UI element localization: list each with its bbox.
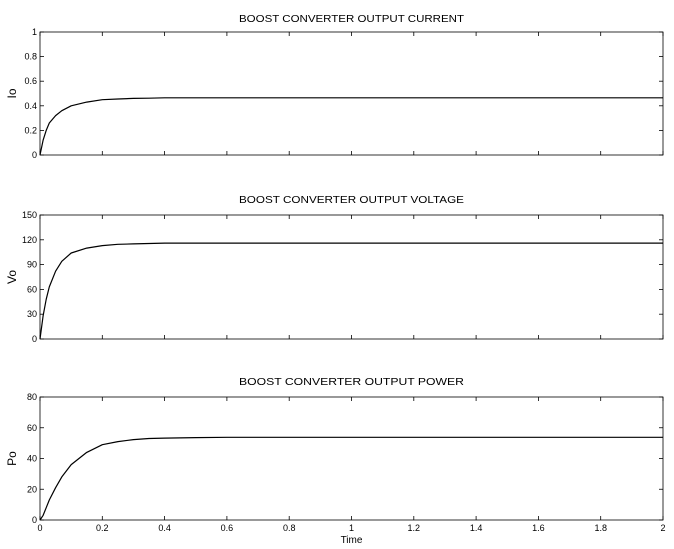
subplot-1: BOOST CONVERTER OUTPUT CURRENT 0 0.2 0.4 0.6… bbox=[5, 13, 664, 160]
x-axis-label: Time bbox=[341, 535, 363, 546]
y-tick-label: 60 bbox=[27, 284, 37, 294]
series-line bbox=[39, 97, 663, 156]
y-tick-label: 0 bbox=[32, 150, 37, 160]
y-axis-label: Io bbox=[5, 88, 19, 98]
y-tick-label: 1 bbox=[32, 27, 37, 37]
x-tick-label: 0.4 bbox=[158, 523, 171, 533]
y-tick-label: 60 bbox=[27, 423, 37, 433]
x-tick-label: 0 bbox=[37, 523, 42, 533]
y-tick-label: 0.6 bbox=[24, 76, 37, 86]
x-tick-label: 1 bbox=[349, 523, 354, 533]
series-line bbox=[39, 242, 663, 340]
y-tick-label: 0 bbox=[32, 334, 37, 344]
axes-box bbox=[39, 214, 664, 340]
x-tick-label: 1.8 bbox=[594, 523, 607, 533]
y-tick-label: 0.2 bbox=[24, 125, 37, 135]
subplot-3: BOOST CONVERTER OUTPUT POWER 0 20 40 60 80 0 0.… bbox=[5, 376, 666, 546]
chart-title: BOOST CONVERTER OUTPUT POWER bbox=[239, 376, 464, 388]
y-tick-label: 0.4 bbox=[24, 101, 37, 111]
y-tick-label: 20 bbox=[27, 484, 37, 494]
y-tick-label: 90 bbox=[27, 260, 37, 270]
chart-title: BOOST CONVERTER OUTPUT VOLTAGE bbox=[239, 194, 464, 206]
x-tick-label: 1.2 bbox=[408, 523, 421, 533]
x-tick-label: 0.2 bbox=[96, 523, 109, 533]
x-tick-label: 2 bbox=[660, 523, 665, 533]
y-tick-label: 30 bbox=[27, 309, 37, 319]
y-tick-label: 40 bbox=[27, 454, 37, 464]
axes-box bbox=[39, 31, 664, 156]
y-tick-label: 80 bbox=[27, 392, 37, 402]
y-tick-label: 150 bbox=[22, 210, 37, 220]
x-tick-label: 1.4 bbox=[470, 523, 483, 533]
x-tick-label: 1.6 bbox=[532, 523, 545, 533]
x-tick-label: 0.8 bbox=[283, 523, 296, 533]
x-tick-label: 0.6 bbox=[221, 523, 234, 533]
y-tick-label: 0.8 bbox=[24, 52, 37, 62]
y-tick-label: 0 bbox=[32, 515, 37, 525]
chart-title: BOOST CONVERTER OUTPUT CURRENT bbox=[239, 13, 465, 25]
subplot-2: BOOST CONVERTER OUTPUT VOLTAGE 0 30 60 90 120… bbox=[5, 194, 664, 344]
y-tick-label: 120 bbox=[22, 235, 37, 245]
series-line bbox=[39, 436, 663, 521]
y-axis-label: Po bbox=[5, 451, 19, 466]
y-axis-label: Vo bbox=[5, 270, 19, 284]
axes-box bbox=[39, 396, 664, 521]
